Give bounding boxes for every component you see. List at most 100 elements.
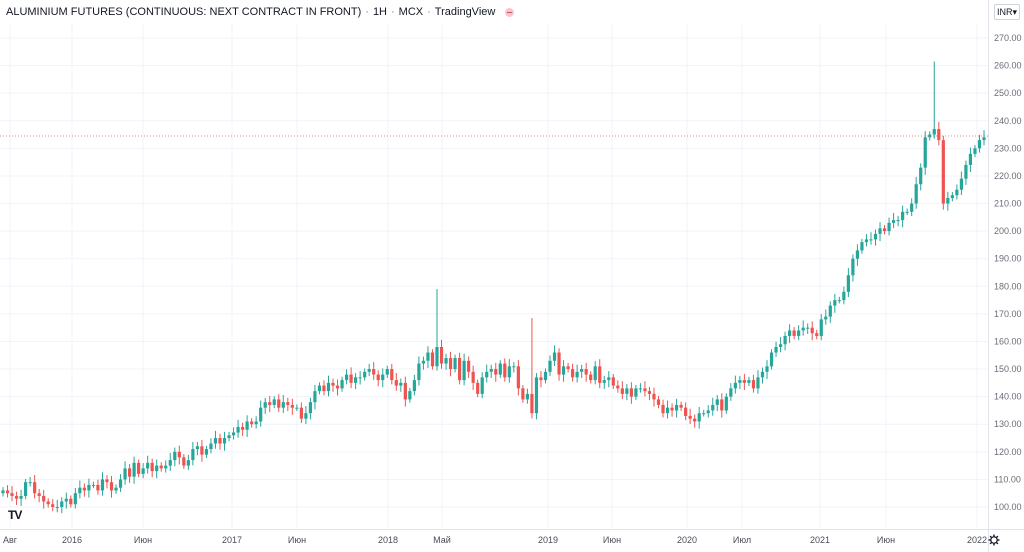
candle-body xyxy=(842,291,846,301)
candle-body xyxy=(693,418,697,422)
candle-body xyxy=(860,242,864,251)
currency-selector[interactable]: INR▾ xyxy=(994,4,1020,20)
candle-body xyxy=(593,366,597,381)
candle-body xyxy=(584,369,588,375)
candle-body xyxy=(331,382,335,386)
candle-body xyxy=(607,377,611,381)
candle-body xyxy=(313,391,317,403)
candle-body xyxy=(118,479,123,488)
candle-body xyxy=(928,134,932,138)
interval-label[interactable]: 1H xyxy=(372,6,387,18)
candle-body xyxy=(910,203,914,212)
candle-body xyxy=(191,449,195,461)
candle-body xyxy=(724,396,728,411)
candle-body xyxy=(109,482,114,491)
y-tick-label: 180.00 xyxy=(994,281,1022,291)
y-tick-label: 210.00 xyxy=(994,199,1022,209)
candle-body xyxy=(245,421,249,430)
chart-title-bar[interactable]: ALUMINIUM FUTURES (CONTINUOUS: NEXT CONT… xyxy=(6,4,515,20)
candle-body xyxy=(69,498,73,505)
tradingview-logo[interactable]: TV xyxy=(8,508,22,522)
candle-body xyxy=(896,220,900,222)
candle-body xyxy=(155,465,159,472)
candle-body xyxy=(747,380,751,383)
candle-body xyxy=(792,330,796,336)
candle-body xyxy=(756,377,760,389)
candle-body xyxy=(159,465,163,469)
candle-body xyxy=(824,316,828,320)
candle-body xyxy=(661,404,665,414)
candle-body xyxy=(137,462,141,474)
candle-body xyxy=(937,129,941,141)
candle-body xyxy=(702,413,706,415)
candle-body xyxy=(946,198,950,204)
candle-body xyxy=(177,451,181,458)
candle-body xyxy=(873,233,878,240)
candle-body xyxy=(729,388,733,397)
candle-body xyxy=(290,404,294,408)
x-tick-label: 2021 xyxy=(810,535,830,545)
x-tick-label: Июн xyxy=(603,535,621,545)
x-tick-label: 2019 xyxy=(538,535,558,545)
x-tick-label: 2020 xyxy=(677,535,697,545)
candle-body xyxy=(358,377,362,379)
candle-body xyxy=(964,164,968,179)
candle-body xyxy=(837,300,841,302)
y-tick-label: 230.00 xyxy=(994,143,1022,153)
chevron-down-icon: ▾ xyxy=(1012,7,1018,17)
candle-body xyxy=(78,487,82,494)
candle-body xyxy=(855,250,860,259)
candle-body xyxy=(489,369,493,372)
candle-body xyxy=(168,460,172,466)
y-tick-label: 160.00 xyxy=(994,336,1022,346)
currency-label: INR xyxy=(996,7,1013,17)
candle-body xyxy=(968,153,973,165)
x-tick-label: Июн xyxy=(288,535,306,545)
candle-body xyxy=(286,402,290,405)
candle-body xyxy=(295,407,299,409)
candle-body xyxy=(580,369,584,372)
candle-body xyxy=(652,393,656,400)
candle-body xyxy=(819,319,823,336)
candle-body xyxy=(471,371,475,383)
candle-body xyxy=(548,360,552,372)
candle-body xyxy=(656,399,661,405)
candle-body xyxy=(797,330,801,336)
candle-body xyxy=(281,402,285,408)
y-tick-label: 170.00 xyxy=(994,309,1022,319)
candle-body xyxy=(146,462,150,469)
candle-body xyxy=(534,377,539,414)
candle-body xyxy=(114,487,118,491)
candle-body xyxy=(426,352,430,361)
candle-body xyxy=(476,382,480,394)
gear-icon[interactable] xyxy=(988,534,1000,546)
candle-body xyxy=(1,490,5,494)
candle-body xyxy=(480,377,484,394)
candle-body xyxy=(87,484,91,491)
x-tick-label: 2016 xyxy=(62,535,82,545)
candle-body xyxy=(733,382,737,389)
candle-body xyxy=(448,358,453,370)
candle-body xyxy=(512,366,516,368)
candle-body xyxy=(670,407,674,411)
candle-body xyxy=(227,435,231,439)
x-tick-label: Май xyxy=(433,535,451,545)
candle-body xyxy=(611,377,615,386)
y-tick-label: 270.00 xyxy=(994,33,1022,43)
candle-body xyxy=(222,438,227,444)
candle-body xyxy=(73,493,77,505)
remove-symbol-icon[interactable] xyxy=(505,7,515,17)
candle-body xyxy=(430,352,435,367)
y-tick-label: 110.00 xyxy=(994,474,1021,484)
candle-body xyxy=(376,374,380,381)
candle-body xyxy=(444,358,448,364)
candle-body xyxy=(254,421,258,425)
candle-body xyxy=(674,404,679,411)
candle-body xyxy=(132,462,136,477)
candle-body xyxy=(37,493,41,496)
candle-body xyxy=(638,388,643,390)
candle-body xyxy=(882,228,887,232)
symbol-name[interactable]: ALUMINIUM FUTURES (CONTINUOUS: NEXT CONT… xyxy=(6,6,362,18)
candle-body xyxy=(494,369,498,375)
